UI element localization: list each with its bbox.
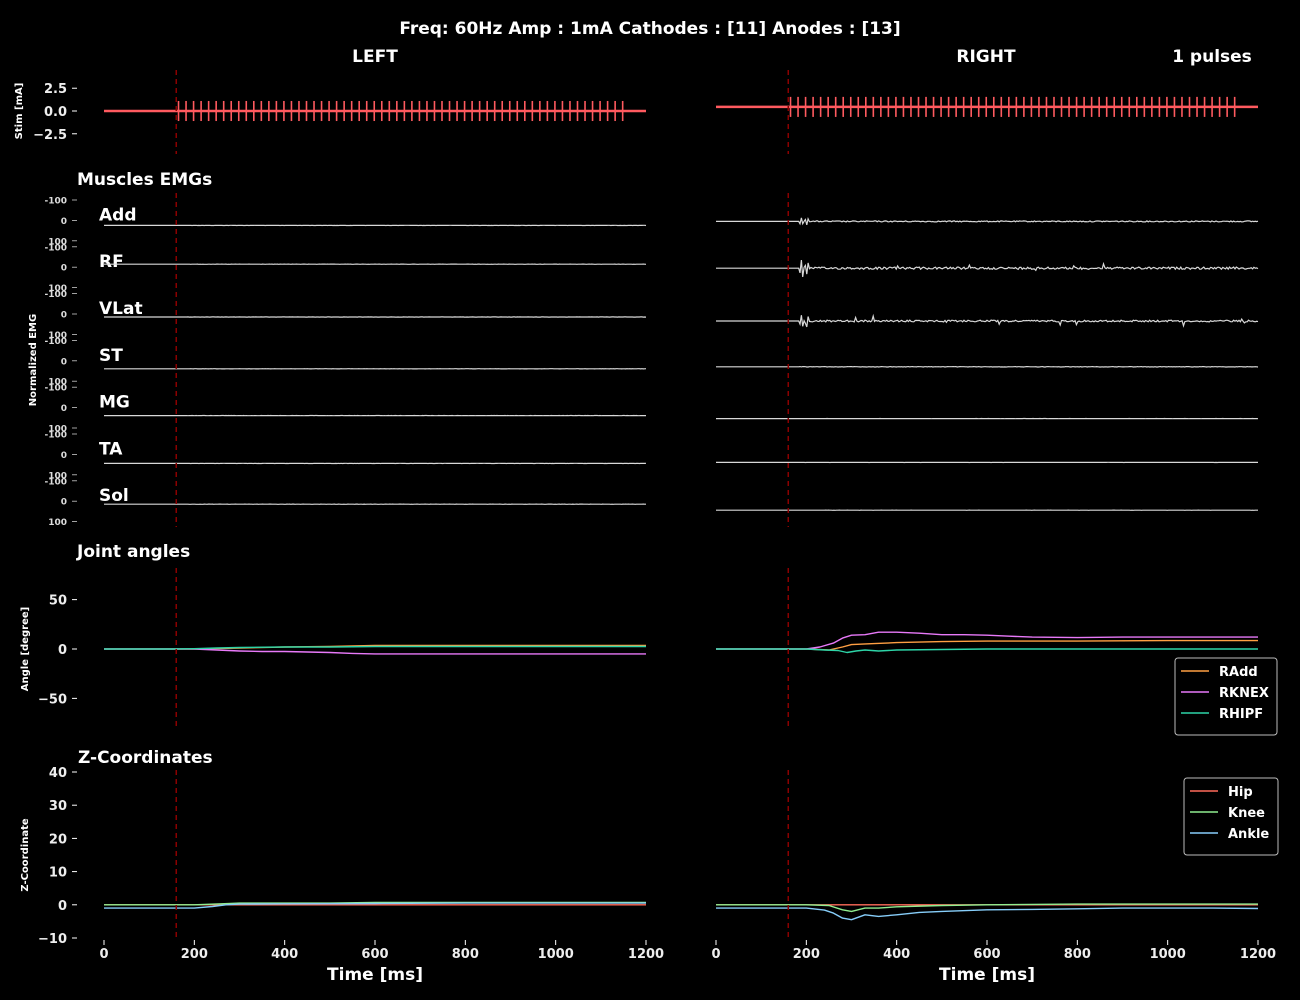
angles-ytick-label: −50 [38,692,67,707]
stim-panel: Stim [mA] −2.5 0.0 2.5 [14,70,1258,154]
emg-ytick-label: -100 [44,431,67,441]
emg-muscle-label: ST [99,346,123,366]
emg-ytick-label: 0 [61,311,67,321]
emg-title: Muscles EMGs [77,170,212,190]
angles-ylabel: Angle [degree] [20,607,31,691]
stim-ytick-label: 0.0 [44,105,67,120]
emg-ytick-label: -100 [44,243,67,253]
emg-muscle-label: MG [99,393,130,413]
right-ankle-line [716,907,1259,921]
left-xtick-label: 1000 [538,947,574,962]
emg-ytick-label: 100 [48,425,67,435]
stim-ytick-label: −2.5 [33,128,67,143]
emg-ytick-label: 100 [48,331,67,341]
right-emg-trace [716,313,1259,328]
left-xtick-label: 800 [452,947,479,962]
emg-ytick-label: 100 [48,378,67,388]
left-xtick-label: 600 [361,947,388,962]
emg-ytick-label: -100 [44,384,67,394]
zcoord-ytick-label: 40 [49,766,67,781]
zcoord-legend-label: Knee [1228,806,1265,821]
stim-ylabel: Stim [mA] [14,83,25,140]
right-rknex-line [716,631,1258,650]
right-emg-trace [716,216,1259,226]
right-emg-trace [716,260,1259,277]
zcoord-ytick-label: −10 [38,932,67,947]
zcoord-ytick-label: 0 [58,899,67,914]
emg-ytick-label: -100 [44,290,67,300]
zcoord-ytick-label: 20 [49,832,67,847]
emg-ytick-label: 0 [61,357,67,367]
emg-muscle-label: TA [99,439,123,459]
zcoord-ytick-label: 10 [49,866,67,881]
emg-ytick-label: -100 [44,477,67,487]
zcoord-legend-label: Hip [1228,785,1253,800]
left-rhipf-line [104,645,646,650]
left-xtick-label: 200 [181,947,208,962]
angles-legend-label: RAdd [1219,665,1258,680]
emg-muscle-label: RF [99,252,124,272]
emg-ytick-label: 0 [61,264,67,274]
left-xlabel: Time [ms] [327,965,423,985]
right-rhipf-line [716,648,1258,654]
stim-ytick-label: 2.5 [44,82,67,97]
right-xtick-label: 200 [793,947,820,962]
emg-ytick-label: -100 [44,337,67,347]
angles-ytick-label: 50 [49,594,67,609]
emg-panel: Muscles EMGs Normalized EMG -100 0 100 Add -10… [28,170,1259,528]
left-ankle-line [104,902,646,909]
zcoord-ytick-label: 30 [49,799,67,814]
angles-title: Joint angles [76,542,190,562]
pulses-label: 1 pulses [1172,47,1252,67]
angles-legend-label: RHIPF [1219,707,1263,722]
right-xtick-label: 1000 [1150,947,1186,962]
emg-ytick-label: 100 [48,518,67,528]
right-knee-line [716,903,1258,913]
emg-muscle-label: Add [99,205,137,225]
right-xtick-label: 800 [1064,947,1091,962]
right-xtick-label: 600 [973,947,1000,962]
emg-ytick-label: 0 [61,404,67,414]
left-xtick-label: 0 [99,947,108,962]
emg-ytick-label: 0 [61,498,67,508]
z-coordinates-panel: −10 0 10 20 30 40 Z-Coordinates Z-Coordinate Hip… [20,748,1279,985]
angles-legend-box [1174,657,1278,736]
right-xtick-label: 400 [883,947,910,962]
emg-ytick-label: 0 [61,217,67,227]
angles-ytick-label: 0 [58,643,67,658]
right-xtick-label: 0 [711,947,720,962]
zcoord-title: Z-Coordinates [78,748,213,768]
emg-ytick-label: 100 [48,237,67,247]
zcoord-ylabel: Z-Coordinate [20,818,31,891]
figure-title: Freq: 60Hz Amp : 1mA Cathodes : [11] Ano… [399,19,900,39]
emg-muscle-label: Sol [99,486,129,506]
emg-ytick-label: -100 [44,197,67,207]
zcoord-legend-box [1183,777,1279,856]
left-xtick-label: 1200 [628,947,664,962]
right-xlabel: Time [ms] [939,965,1035,985]
emg-muscle-label: VLat [99,299,143,319]
emg-ytick-label: 100 [48,471,67,481]
emg-ylabel: Normalized EMG [28,314,39,406]
emg-ytick-label: 100 [48,284,67,294]
right-xtick-label: 1200 [1240,947,1276,962]
left-column-label: LEFT [352,47,398,67]
right-column-label: RIGHT [956,47,1016,67]
emg-ytick-label: 0 [61,451,67,461]
joint-angles-panel: −50 0 50 Joint angles Angle [degree] RAdd RKNE… [20,542,1278,736]
left-xtick-label: 400 [271,947,298,962]
zcoord-legend-label: Ankle [1228,827,1269,842]
angles-legend-label: RKNEX [1219,686,1269,701]
